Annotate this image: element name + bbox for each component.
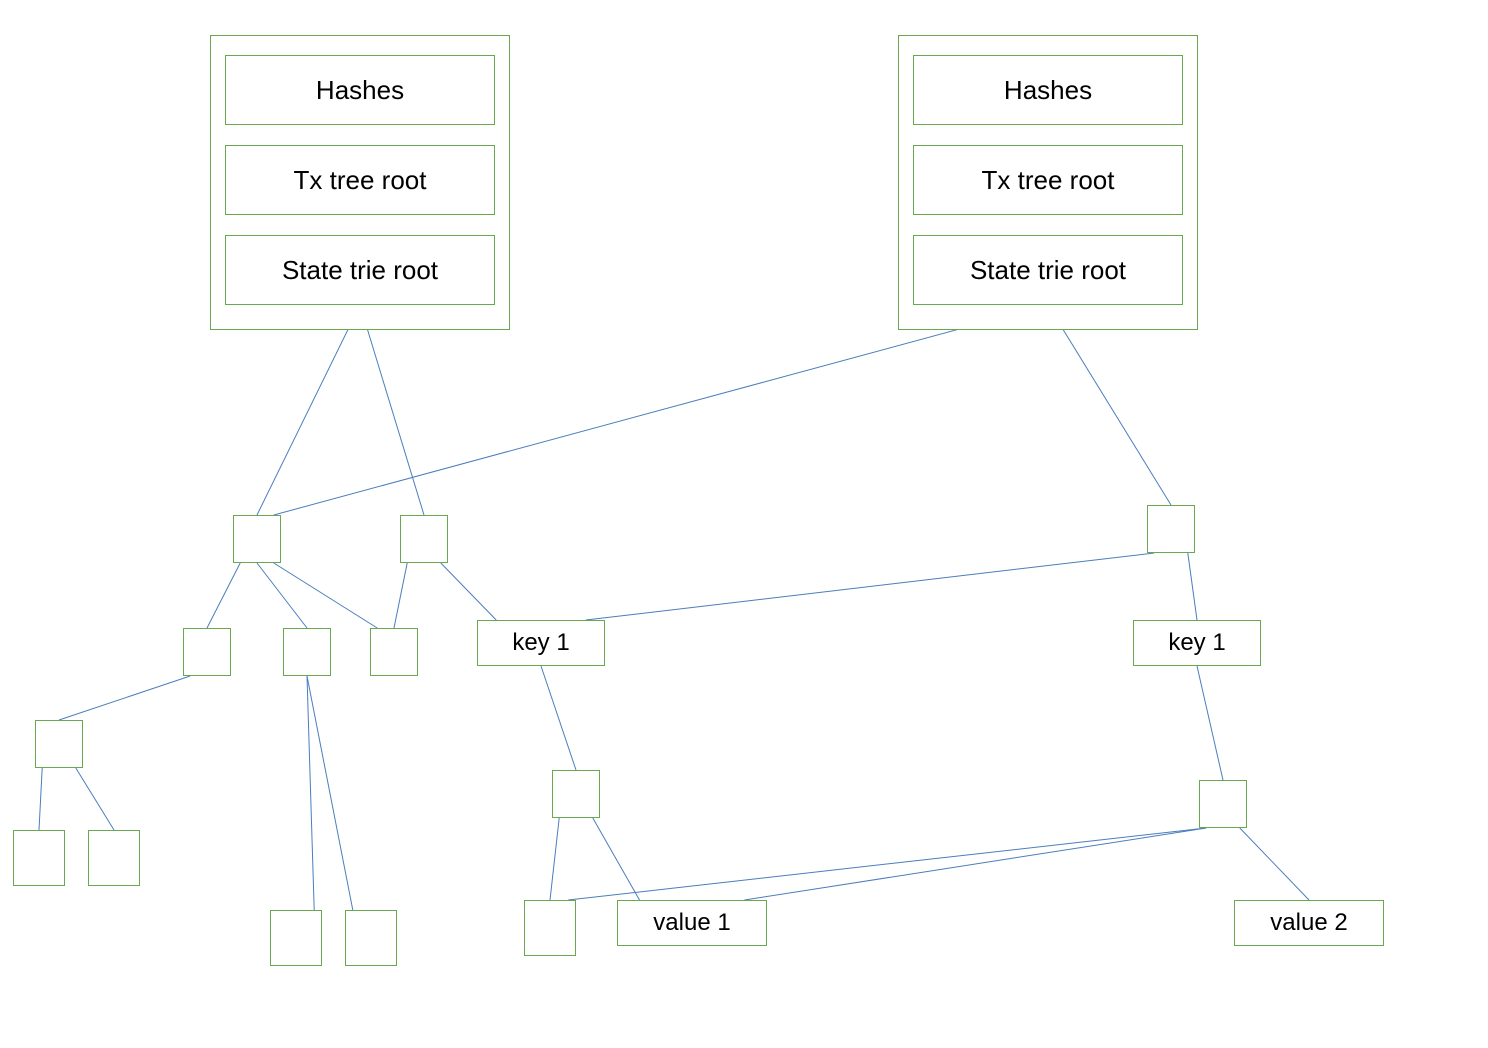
- edge-nA-nE: [274, 563, 377, 628]
- node-nK: [524, 900, 576, 956]
- node-nF: [35, 720, 83, 768]
- node-block1_stroot: State trie root: [225, 235, 495, 305]
- node-label-block1_stroot: State trie root: [282, 255, 438, 286]
- node-val2: value 2: [1234, 900, 1384, 946]
- node-label-block2_txroot: Tx tree root: [982, 165, 1115, 196]
- edge-nB-key1L: [441, 563, 496, 620]
- node-label-val2: value 2: [1270, 909, 1347, 937]
- edge-nC-nF: [59, 676, 190, 720]
- edge-nF-nG: [39, 768, 42, 830]
- edge-nRmid-val1: [745, 828, 1207, 900]
- edge-nD-nJ: [307, 676, 353, 910]
- edge-nRmid-val2: [1240, 828, 1309, 900]
- node-nRmid: [1199, 780, 1247, 828]
- node-nC: [183, 628, 231, 676]
- node-key1L: key 1: [477, 620, 605, 666]
- node-label-key1L: key 1: [512, 629, 569, 657]
- node-block1_txroot: Tx tree root: [225, 145, 495, 215]
- node-block2_hashes: Hashes: [913, 55, 1183, 125]
- node-nE: [370, 628, 418, 676]
- edge-nMid-val1: [593, 818, 640, 900]
- node-nA: [233, 515, 281, 563]
- node-label-block2_hashes: Hashes: [1004, 75, 1092, 106]
- node-key1R: key 1: [1133, 620, 1261, 666]
- edge-block2_stroot-nR2: [1048, 305, 1171, 505]
- edge-key1L-nMid: [541, 666, 576, 770]
- node-block1_hashes: Hashes: [225, 55, 495, 125]
- node-block2_stroot: State trie root: [913, 235, 1183, 305]
- node-val1: value 1: [617, 900, 767, 946]
- node-nMid: [552, 770, 600, 818]
- node-block2_txroot: Tx tree root: [913, 145, 1183, 215]
- edge-nA-nC: [207, 563, 240, 628]
- edge-nRmid-nK: [568, 828, 1206, 900]
- edge-nF-nH: [76, 768, 114, 830]
- edge-nB-nE: [394, 563, 407, 628]
- node-nI: [270, 910, 322, 966]
- edge-block1_stroot-nB: [360, 305, 424, 515]
- node-nJ: [345, 910, 397, 966]
- node-nB: [400, 515, 448, 563]
- node-label-block1_txroot: Tx tree root: [294, 165, 427, 196]
- edge-block2_stroot-nA: [274, 305, 1048, 515]
- edge-nMid-nK: [550, 818, 559, 900]
- diagram-stage: Hashes Tx tree root State trie root Hashes T…: [0, 0, 1488, 1048]
- node-label-block2_stroot: State trie root: [970, 255, 1126, 286]
- node-nR2: [1147, 505, 1195, 553]
- node-nH: [88, 830, 140, 886]
- node-label-block1_hashes: Hashes: [316, 75, 404, 106]
- edge-block1_stroot-nA: [257, 305, 360, 515]
- node-label-key1R: key 1: [1168, 629, 1225, 657]
- node-label-val1: value 1: [653, 909, 730, 937]
- edge-nR2-key1L: [586, 553, 1154, 620]
- edge-nR2-key1R: [1188, 553, 1197, 620]
- edge-key1R-nRmid: [1197, 666, 1223, 780]
- node-nG: [13, 830, 65, 886]
- edge-nD-nI: [307, 676, 314, 910]
- edge-nA-nD: [257, 563, 307, 628]
- node-nD: [283, 628, 331, 676]
